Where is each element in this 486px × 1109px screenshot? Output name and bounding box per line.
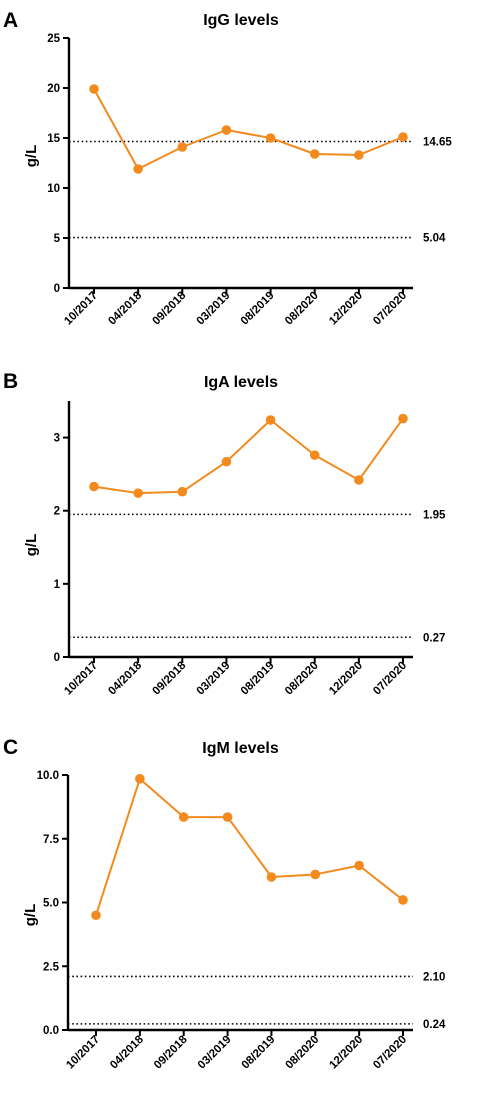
x-tick-label: 08/2019 [239,290,277,328]
x-tick-label: 03/2019 [196,1034,234,1072]
y-tick-label: 10 [47,183,60,195]
x-tick-label: 09/2018 [151,659,189,697]
x-tick-label: 10/2017 [62,660,100,698]
data-point [221,456,232,467]
x-tick-label: 07/2020 [371,1034,409,1072]
y-tick-label: 0.0 [43,1025,59,1037]
data-point [354,150,364,160]
data-point [221,125,232,135]
x-tick-label: 12/2020 [327,290,365,328]
data-point [133,488,143,498]
x-tick-label: 12/2020 [327,660,365,698]
x-tick-label: 10/2017 [64,1034,102,1072]
data-point [266,872,277,882]
data-point [89,84,99,94]
data-point [222,812,233,822]
data-point [354,475,364,485]
x-tick-label: 08/2020 [283,660,321,698]
chart-title: IgA levels [204,374,278,391]
data-point [133,164,143,174]
reference-label-2: 0.27 [423,632,445,644]
chart-panel-c: C IgM levels g/L 2.10 0.24 0.0 2.5 5.0 7.5 10.0 10… [3,736,446,1072]
series-line [93,417,404,495]
chart-title: IgM levels [202,740,279,757]
x-tick-label: 07/2020 [371,290,409,328]
y-tick-label: 20 [47,83,60,95]
data-point [265,415,276,425]
y-tick-label: 7.5 [43,834,60,846]
y-tick-label: 0 [54,283,60,295]
y-tick-label: 5.0 [43,898,59,910]
x-tick-label: 08/2020 [283,290,321,328]
x-tick-label: 03/2019 [195,290,233,328]
y-tick-label: 0 [54,652,60,664]
chart-title: IgG levels [203,12,279,29]
data-point [398,895,408,905]
data-point [310,869,321,880]
x-tick-label: 08/2020 [284,1034,322,1072]
panel-letter: B [3,370,18,393]
panel-letter: A [3,9,18,32]
data-point [398,413,408,424]
y-tick-label: 10.0 [37,770,59,782]
series-line [93,88,404,170]
x-tick-label: 03/2019 [195,660,233,698]
reference-label-1: 14.65 [423,137,452,149]
x-tick-label: 04/2018 [106,289,144,327]
x-tick-label: 12/2020 [327,1034,365,1072]
data-point [135,774,145,784]
chart-panel-b: B IgA levels g/L 1.95 0.27 0 1 2 3 10/2017 04/2018… [3,370,446,698]
y-tick-label: 5 [54,233,61,245]
y-tick-label: 25 [47,33,60,45]
x-tick-label: 09/2018 [152,1033,190,1071]
x-tick-label: 09/2018 [151,289,189,327]
x-tick-label: 10/2017 [62,290,100,328]
y-axis-label: g/L [23,145,40,168]
y-tick-label: 2 [54,506,60,518]
reference-label-2: 0.24 [423,1019,446,1031]
data-point [91,910,101,921]
data-point [265,133,276,143]
x-tick-label: 04/2018 [108,1033,146,1071]
x-tick-label: 04/2018 [106,659,144,697]
data-point [89,481,99,492]
x-tick-label: 07/2020 [371,660,409,698]
y-axis-label: g/L [22,904,39,927]
series-line [95,777,404,916]
data-point [177,142,188,152]
data-point [354,860,364,871]
reference-label-1: 2.10 [423,971,445,983]
y-axis-label: g/L [23,534,40,557]
panel-letter: C [3,736,18,759]
y-tick-label: 1 [54,579,61,591]
x-tick-label: 08/2019 [239,660,277,698]
chart-panel-a: A IgG levels g/L 14.65 5.04 0 5 10 15 20 25 10/2017… [3,9,452,328]
data-point [309,450,320,460]
data-point [309,149,320,159]
data-point [177,486,188,497]
y-tick-label: 2.5 [43,961,60,973]
y-tick-label: 15 [47,133,60,145]
x-tick-label: 08/2019 [240,1034,278,1072]
data-point [178,812,189,822]
y-tick-label: 3 [54,433,60,445]
reference-label-2: 5.04 [423,233,446,245]
reference-label-1: 1.95 [423,509,446,521]
data-point [398,132,408,142]
